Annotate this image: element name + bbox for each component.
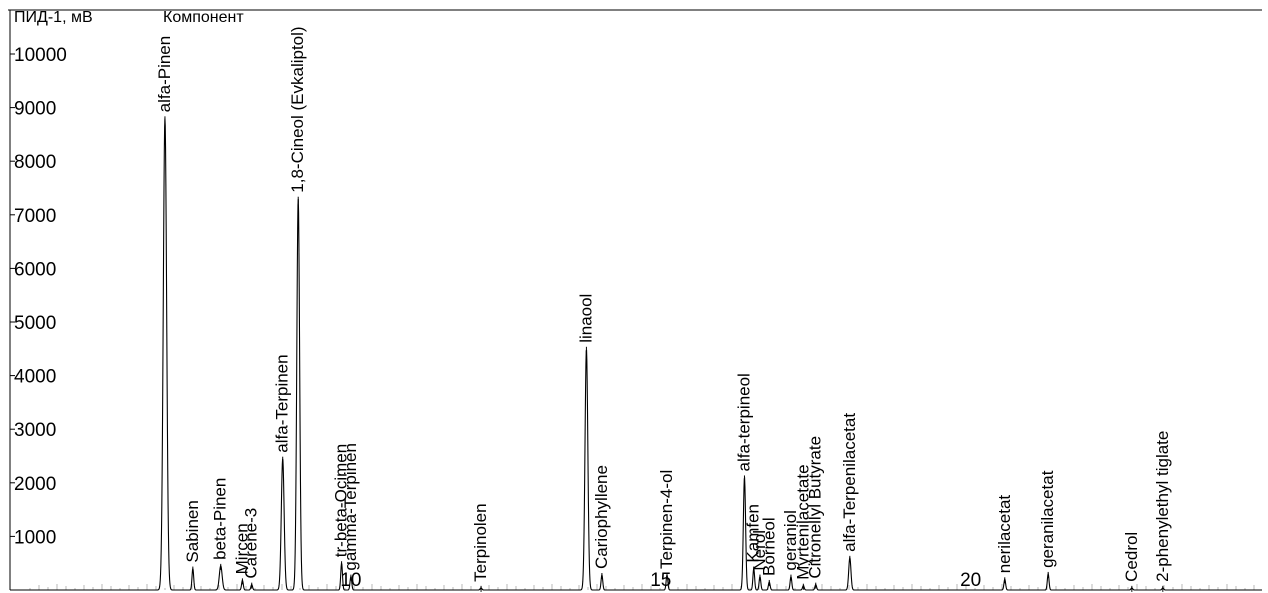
- peak-labels: alfa-Pinen Sabinen beta-Pinen MircenCarene-…: [155, 26, 1172, 592]
- peak-label: alfa-Terpenilacetat: [840, 413, 859, 552]
- y-tick-label: 3000: [14, 420, 56, 441]
- peak-label: geranilacetat: [1038, 470, 1057, 568]
- peak-label: Borneol: [759, 517, 778, 576]
- y-tick-label: 8000: [14, 152, 56, 173]
- peak-label: alfa-terpineol: [734, 373, 753, 471]
- peak-label: beta-Pinen: [211, 478, 230, 560]
- y-tick-label: 2000: [14, 474, 56, 495]
- peak-label: Terpinolen: [471, 503, 490, 581]
- peak-label: 1,8-Cineol (Evkaliptol): [288, 26, 307, 192]
- chromatogram-trace: [10, 118, 1262, 591]
- peak-label: Sabinen: [183, 500, 202, 562]
- peak-label: Myrtenilacetate: [793, 464, 812, 579]
- peak-column-header: Компонент: [163, 9, 244, 26]
- y-tick-label: 6000: [14, 259, 56, 280]
- x-tick-label: 20: [960, 570, 981, 591]
- peak-label: linaool: [576, 294, 595, 343]
- peak-label: alfa-Terpinen: [273, 354, 292, 452]
- peak-label: 2-phenylethyl tiglate: [1153, 431, 1172, 582]
- peak-label: nerilacetat: [995, 495, 1014, 574]
- y-tick-label: 9000: [14, 99, 56, 120]
- y-axis-unit-label: ПИД-1, мВ: [14, 9, 93, 26]
- peak-label: Terpinen-4-ol: [657, 470, 676, 569]
- peak-label: alfa-Pinen: [155, 36, 174, 113]
- peak-label: geraniol: [781, 510, 800, 571]
- y-tick-label: 1000: [14, 527, 56, 548]
- peak-label: Carene-3: [242, 508, 261, 579]
- peak-label: Mircen: [232, 523, 251, 574]
- peak-label: Cariophyllene: [592, 465, 611, 569]
- y-tick-label: 10000: [14, 45, 67, 66]
- y-tick-label: 5000: [14, 313, 56, 334]
- y-tick-label: 7000: [14, 206, 56, 227]
- peak-label: Cedrol: [1122, 532, 1141, 582]
- peak-label: Nerol: [750, 530, 769, 571]
- peak-label: tr-beta-Ocimen: [332, 444, 351, 557]
- peak-label: Kamfen: [744, 504, 763, 563]
- trace-layer: [10, 118, 1262, 591]
- peak-label: gamma-Terpinen: [341, 443, 360, 571]
- peak-label: Citronellyl Butyrate: [806, 436, 825, 579]
- y-tick-label: 4000: [14, 367, 56, 388]
